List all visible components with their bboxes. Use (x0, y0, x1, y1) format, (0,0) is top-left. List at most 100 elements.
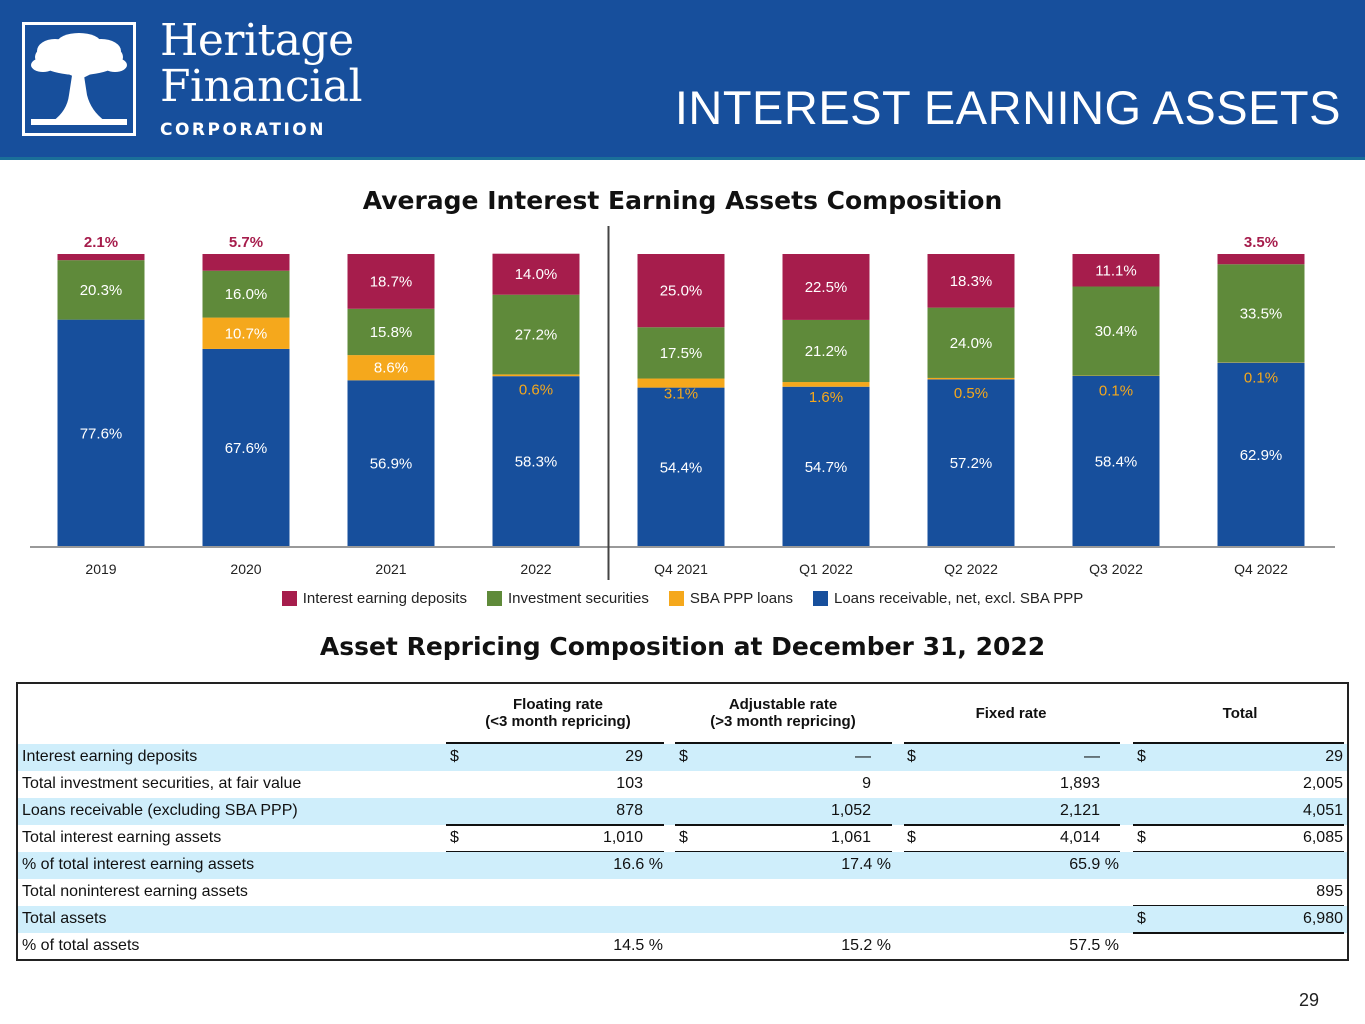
data-label: 0.5% (954, 385, 988, 402)
col-header-floating: Floating rate (<3 month repricing) (463, 696, 653, 730)
x-tick-label: Q4 2022 (1234, 561, 1288, 577)
data-label: 27.2% (515, 327, 558, 344)
data-label: 5.7% (229, 234, 263, 251)
table-row: Total investment securities, at fair val… (18, 771, 1347, 798)
page-title: INTEREST EARNING ASSETS (674, 81, 1341, 134)
data-label: 33.5% (1240, 305, 1283, 322)
col-header-line: Total (1222, 705, 1258, 722)
dollar-sign: $ (1137, 910, 1146, 927)
legend-swatch (281, 591, 297, 606)
row-label: Total investment securities, at fair val… (22, 775, 302, 792)
legend-item-investment-securities: Investment securities (486, 590, 649, 607)
bar-segment-sba-ppp-loans (782, 382, 870, 387)
bar-segment-loans-receivable-net-excl-sba-ppp (927, 379, 1015, 547)
x-tick-label: Q3 2022 (1089, 561, 1143, 577)
row-label: Interest earning deposits (22, 748, 198, 765)
bar-segment-loans-receivable-net-excl-sba-ppp (1217, 362, 1305, 547)
company-logo (22, 22, 136, 136)
dollar-sign: $ (1137, 748, 1146, 765)
cell-value: — (1084, 748, 1100, 765)
bar-segment-loans-receivable-net-excl-sba-ppp (492, 376, 580, 547)
cell-value: 895 (1316, 883, 1343, 900)
bar-segment-interest-earning-deposits (492, 253, 580, 295)
data-label: 1.6% (809, 389, 843, 406)
header-banner: Heritage Financial CORPORATION INTEREST … (0, 0, 1365, 160)
table-row: Loans receivable (excluding SBA PPP) 878 1… (18, 798, 1347, 825)
brand-name-line3: CORPORATION (160, 120, 326, 140)
bar-segment-investment-securities (782, 319, 870, 383)
table-rule (446, 742, 664, 744)
bar-segment-loans-receivable-net-excl-sba-ppp (782, 386, 870, 547)
cell-value: 1,010 (602, 829, 643, 846)
data-label: 30.4% (1095, 323, 1138, 340)
data-label: 8.6% (374, 360, 408, 377)
bar-segment-investment-securities (57, 260, 145, 320)
bar-segment-sba-ppp-loans (202, 317, 290, 349)
data-label: 10.7% (225, 325, 268, 342)
cell-value: 57.5 % (1069, 937, 1119, 954)
table-rule (675, 742, 892, 744)
bar-segment-loans-receivable-net-excl-sba-ppp (57, 319, 145, 547)
legend-swatch (486, 591, 502, 606)
cell-value: 14.5 % (613, 937, 663, 954)
dollar-sign: $ (907, 829, 916, 846)
bar-segment-loans-receivable-net-excl-sba-ppp (1072, 375, 1160, 547)
oak-tree-icon (31, 33, 127, 125)
legend-label: SBA PPP loans (689, 590, 793, 607)
table-row: Interest earning deposits $29 $ — $ — $29 (18, 744, 1347, 771)
bar-segment-investment-securities (637, 327, 725, 379)
data-label: 62.9% (1240, 447, 1283, 464)
data-label: 24.0% (950, 335, 993, 352)
table-row: Total noninterest earning assets 895 (18, 879, 1347, 906)
cell-value: 4,014 (1059, 829, 1100, 846)
col-header-total: Total (1140, 705, 1340, 722)
row-label: Loans receivable (excluding SBA PPP) (22, 802, 298, 819)
cell-value: 2,005 (1302, 775, 1343, 792)
dollar-sign: $ (450, 829, 459, 846)
data-label: 0.1% (1099, 383, 1133, 400)
x-tick-label: 2020 (230, 561, 261, 577)
bar-segment-investment-securities (1217, 264, 1305, 363)
cell-value: 16.6 % (613, 856, 663, 873)
bar-segment-investment-securities (492, 294, 580, 375)
table-row: Total interest earning assets $1,010 $1,06… (18, 825, 1347, 852)
data-label: 21.2% (805, 343, 848, 360)
legend-swatch (812, 591, 828, 606)
chart-title: Average Interest Earning Assets Composit… (362, 186, 1003, 215)
bar-segment-interest-earning-deposits (1217, 254, 1305, 265)
table-rule (1133, 824, 1344, 826)
brand-name-line1: Heritage (160, 15, 354, 66)
x-tick-label: 2022 (520, 561, 551, 577)
cell-value: 29 (625, 748, 643, 765)
bar-segment-loans-receivable-net-excl-sba-ppp (347, 380, 435, 547)
table-rule (904, 742, 1120, 744)
data-label: 20.3% (80, 282, 123, 299)
cell-value: 65.9 % (1069, 856, 1119, 873)
dollar-sign: $ (679, 829, 688, 846)
data-label: 54.4% (660, 459, 703, 476)
table-row: % of total assets 14.5 % 15.2 % 57.5 % (18, 933, 1347, 960)
bar-segment-investment-securities (202, 270, 290, 318)
data-label: 15.8% (370, 324, 413, 341)
row-label: % of total interest earning assets (22, 856, 255, 873)
data-label: 57.2% (950, 455, 993, 472)
legend-label: Interest earning deposits (302, 590, 467, 607)
bar-segment-loans-receivable-net-excl-sba-ppp (637, 387, 725, 547)
legend-item-interest-earning-deposits: Interest earning deposits (281, 590, 467, 607)
table-rule (1133, 932, 1344, 934)
row-label: % of total assets (22, 937, 140, 954)
cell-value: 103 (616, 775, 643, 792)
data-label: 11.1% (1095, 262, 1136, 279)
table-rule (446, 824, 664, 826)
col-header-line: (>3 month repricing) (710, 713, 856, 730)
data-label: 2.1% (84, 234, 118, 251)
data-label: 25.0% (660, 283, 703, 300)
brand-wordmark: Heritage Financial CORPORATION (160, 15, 363, 141)
col-header-fixed: Fixed rate (911, 705, 1111, 722)
row-label: Total interest earning assets (22, 829, 222, 846)
data-label: 58.3% (515, 454, 558, 471)
bar-segment-sba-ppp-loans (347, 355, 435, 381)
col-header-line: Floating rate (512, 696, 603, 713)
data-label: 18.7% (370, 273, 413, 290)
data-label: 67.6% (225, 440, 268, 457)
